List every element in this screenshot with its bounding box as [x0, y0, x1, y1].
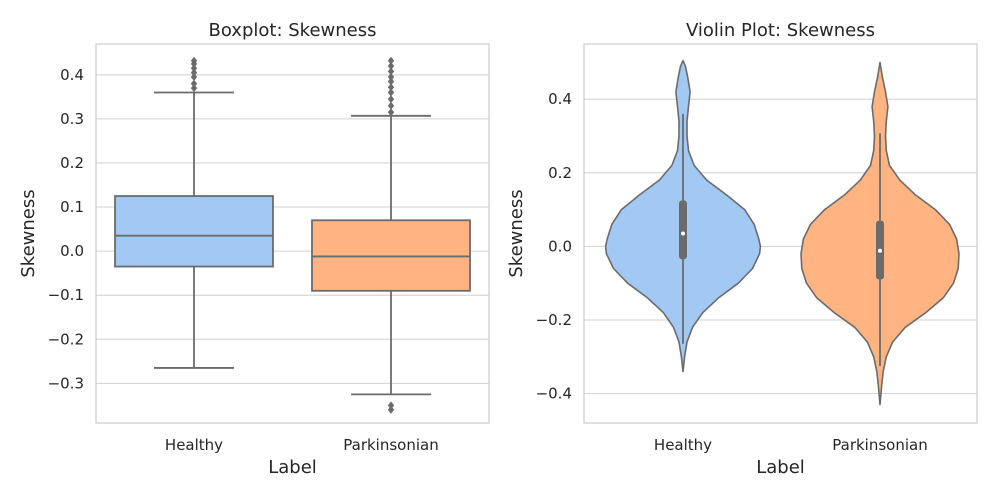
x-axis-label: Label	[268, 457, 317, 478]
series-healthy	[604, 59, 762, 373]
median-dot	[878, 248, 882, 253]
y-tick-label: 0.0	[60, 242, 84, 260]
y-axis-label: Skewness	[18, 189, 39, 277]
chart-title: Violin Plot: Skewness	[686, 20, 875, 41]
outlier-point	[387, 77, 395, 86]
y-tick-label: 0.4	[548, 90, 572, 108]
y-tick-label: −0.2	[48, 330, 84, 348]
outlier-point	[387, 62, 395, 71]
x-tick-label: Healthy	[165, 436, 223, 454]
y-tick-label: 0.3	[60, 110, 84, 128]
median-dot	[681, 231, 685, 236]
outlier-point	[387, 67, 395, 76]
outlier-point	[387, 401, 395, 410]
outlier-point	[190, 73, 198, 82]
outlier-point	[387, 73, 395, 82]
box-iqr	[114, 195, 274, 268]
outlier-point	[190, 64, 198, 73]
y-tick-label: 0.2	[548, 164, 572, 182]
inner-iqr-bar	[679, 200, 687, 260]
outlier-point	[387, 88, 395, 97]
outlier-point	[190, 79, 198, 88]
y-tick-label: 0.1	[60, 198, 84, 216]
outlier-point	[387, 108, 395, 117]
outlier-point	[387, 405, 395, 414]
y-tick-label: 0.0	[548, 237, 572, 255]
chart-title: Boxplot: Skewness	[209, 20, 377, 41]
series-parkinsonian	[311, 56, 471, 414]
outlier-point	[190, 56, 198, 65]
boxplot-chart: −0.3 −0.2 −0.1 0.0 0.1 0.2 0.3 0.4 Healthy Parkin…	[18, 20, 490, 478]
outlier-point	[190, 68, 198, 77]
y-tick-label: 0.2	[60, 154, 84, 172]
violin-chart: −0.4 −0.2 0.0 0.2 0.4 Healthy Parkinsonian Viol…	[506, 20, 978, 478]
x-tick-label: Parkinsonian	[832, 436, 927, 454]
y-tick-label: −0.4	[536, 385, 572, 403]
outlier-point	[387, 101, 395, 110]
outlier-point	[190, 84, 198, 93]
y-tick-label: −0.3	[48, 374, 84, 392]
outlier-point	[387, 95, 395, 104]
axes-frame	[95, 43, 490, 424]
y-tick-label: 0.4	[60, 66, 84, 84]
x-axis-label: Label	[756, 457, 805, 478]
series-parkinsonian	[800, 61, 960, 406]
outlier-point	[387, 83, 395, 92]
series-healthy	[114, 56, 274, 369]
outlier-point	[387, 56, 395, 65]
axes-frame	[583, 43, 978, 424]
y-tick-label: −0.1	[48, 286, 84, 304]
y-axis-label: Skewness	[506, 189, 527, 277]
x-tick-label: Parkinsonian	[343, 436, 438, 454]
y-tick-label: −0.2	[536, 311, 572, 329]
x-tick-label: Healthy	[654, 436, 712, 454]
